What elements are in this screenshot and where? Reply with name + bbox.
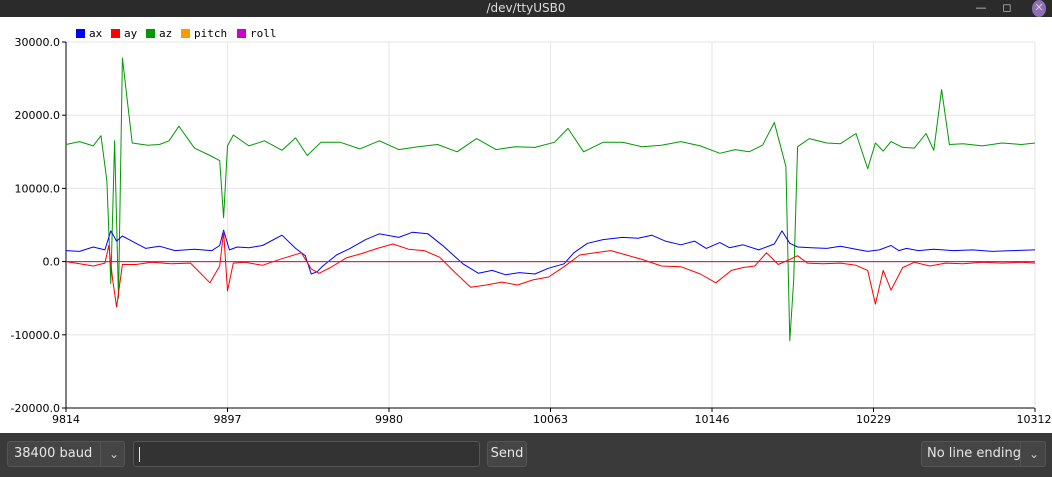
line-ending-label: No line ending (927, 446, 1021, 461)
x-tick-label: 9897 (214, 413, 242, 426)
window-title: /dev/ttyUSB0 (486, 1, 566, 15)
legend-label-ax: ax (89, 27, 103, 40)
x-tick-label: 10146 (695, 413, 730, 426)
legend-label-ay: ay (124, 27, 138, 40)
x-tick-label: 10063 (533, 413, 568, 426)
minimize-icon[interactable]: — (975, 1, 987, 14)
legend-label-pitch: pitch (194, 27, 227, 40)
y-tick-label: -10000.0 (11, 329, 60, 342)
chevron-down-icon[interactable]: ⌄ (1028, 447, 1040, 461)
legend-label-az: az (159, 27, 172, 40)
x-tick-label: 9814 (52, 413, 80, 426)
series-line-ax (65, 229, 1036, 276)
baud-rate-select[interactable]: 38400 baud ⌄ (7, 441, 125, 467)
legend-swatch-ax (76, 29, 85, 38)
legend-swatch-az (146, 29, 155, 38)
series-line-ay (65, 231, 1036, 308)
y-tick-label: 20000.0 (15, 109, 61, 122)
series-line-az (65, 57, 1036, 342)
legend-swatch-ay (111, 29, 120, 38)
x-tick-label: 10312 (1017, 413, 1052, 426)
baud-rate-label: 38400 baud (14, 446, 93, 461)
y-tick-label: 30000.0 (15, 36, 61, 49)
y-tick-label: 0.0 (43, 256, 61, 269)
y-tick-label: 10000.0 (15, 182, 61, 195)
maximize-icon[interactable]: ◻ (1002, 1, 1012, 14)
y-tick-label: -20000.0 (11, 402, 60, 415)
serial-plotter-chart: 30000.0 20000.0 10000.0 0.0 -10000.0 -20000.0… (0, 17, 1052, 433)
send-button[interactable]: Send (487, 441, 527, 467)
chevron-down-icon[interactable]: ⌄ (108, 447, 120, 461)
message-input[interactable] (133, 441, 480, 467)
legend-swatch-pitch (181, 29, 190, 38)
close-icon[interactable]: ✕ (1032, 0, 1046, 17)
legend-swatch-roll (237, 29, 246, 38)
x-tick-label: 9980 (375, 413, 403, 426)
chart-svg: 30000.0 20000.0 10000.0 0.0 -10000.0 -20000.0… (11, 27, 1052, 426)
legend-label-roll: roll (250, 27, 277, 40)
text-caret (139, 447, 140, 462)
baud-divider (100, 442, 101, 466)
line-ending-select[interactable]: No line ending ⌄ (921, 441, 1046, 467)
line-ending-divider (1020, 442, 1021, 466)
x-tick-label: 10229 (856, 413, 891, 426)
bottom-toolbar: 38400 baud ⌄ Send No line ending ⌄ (0, 433, 1052, 477)
window-titlebar: /dev/ttyUSB0 — ◻ ✕ (0, 0, 1052, 17)
